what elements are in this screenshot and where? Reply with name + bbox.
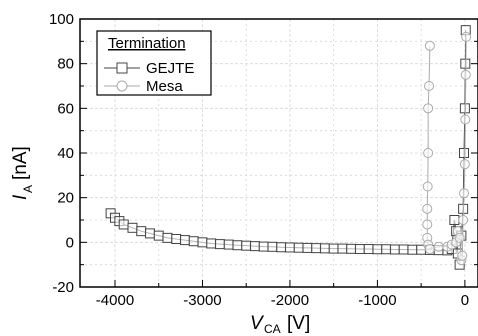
data-point bbox=[206, 238, 217, 249]
data-point bbox=[460, 114, 471, 125]
data-point bbox=[249, 241, 260, 252]
data-point bbox=[389, 244, 400, 255]
x-axis-title-unit: [V] bbox=[287, 313, 310, 334]
y-tick-label: 20 bbox=[57, 190, 74, 207]
legend-label-mesa: Mesa bbox=[146, 78, 183, 95]
axis-ticks: -4000 -3000 -2000 -1000 0 -20 0 20 40 60 80 100 bbox=[49, 11, 478, 309]
data-point bbox=[423, 148, 434, 158]
data-point bbox=[337, 243, 348, 254]
data-point bbox=[372, 244, 383, 255]
data-point bbox=[293, 242, 304, 253]
data-point bbox=[319, 243, 330, 254]
data-point bbox=[284, 242, 295, 253]
data-point bbox=[354, 244, 365, 255]
series-layer bbox=[105, 25, 472, 270]
series-mesa bbox=[422, 31, 472, 266]
data-point bbox=[136, 226, 147, 237]
x-tick-label: -2000 bbox=[271, 292, 309, 309]
y-axis-title-sub: A bbox=[21, 185, 35, 193]
data-point bbox=[449, 215, 460, 225]
data-point bbox=[460, 69, 471, 80]
data-point bbox=[118, 219, 129, 230]
y-tick-label: 60 bbox=[57, 100, 74, 117]
data-point bbox=[302, 242, 313, 253]
data-point bbox=[433, 241, 444, 252]
x-tick-label: 0 bbox=[461, 292, 469, 309]
data-point bbox=[214, 239, 225, 250]
y-axis-title-var: I bbox=[10, 194, 31, 200]
data-point bbox=[311, 243, 322, 254]
data-point bbox=[423, 103, 434, 114]
data-point bbox=[197, 237, 208, 248]
legend-title: Termination bbox=[108, 35, 186, 52]
data-point bbox=[424, 244, 435, 255]
data-point bbox=[162, 232, 173, 243]
data-point bbox=[461, 31, 472, 42]
data-point bbox=[381, 244, 392, 255]
data-point bbox=[241, 240, 252, 251]
data-point bbox=[328, 243, 339, 254]
data-point bbox=[459, 148, 470, 158]
data-point bbox=[144, 228, 155, 239]
y-tick-label: 40 bbox=[57, 145, 74, 162]
x-axis-title-var: V bbox=[250, 313, 265, 334]
data-point bbox=[276, 242, 287, 253]
data-point bbox=[424, 81, 435, 91]
x-axis-title-sub: CA bbox=[264, 322, 281, 336]
x-axis-title: V CA [V] bbox=[250, 313, 310, 336]
legend: Termination GEJTE Mesa bbox=[96, 30, 212, 96]
data-point bbox=[267, 241, 278, 252]
data-point bbox=[454, 232, 465, 243]
y-axis-title-unit: [nA] bbox=[10, 146, 31, 180]
data-point bbox=[459, 159, 470, 170]
y-tick-label: -20 bbox=[52, 279, 74, 296]
data-point bbox=[223, 239, 234, 250]
x-tick-label: -4000 bbox=[96, 292, 134, 309]
data-point bbox=[422, 181, 433, 192]
data-point bbox=[127, 222, 138, 233]
data-point bbox=[398, 244, 409, 255]
data-point bbox=[460, 58, 471, 69]
y-axis-title: I A [nA] bbox=[10, 146, 35, 200]
data-point bbox=[179, 235, 190, 246]
y-tick-label: 80 bbox=[57, 56, 74, 73]
data-point bbox=[171, 233, 182, 244]
data-point bbox=[232, 240, 243, 251]
data-point bbox=[188, 236, 199, 247]
y-tick-label: 0 bbox=[66, 234, 74, 251]
y-tick-label: 100 bbox=[49, 11, 74, 28]
data-point bbox=[407, 244, 418, 255]
data-point bbox=[346, 243, 357, 254]
legend-marker-mesa bbox=[116, 80, 128, 92]
data-point bbox=[153, 230, 164, 241]
legend-box bbox=[96, 30, 212, 96]
data-point bbox=[457, 250, 468, 261]
data-point bbox=[458, 215, 469, 225]
data-point bbox=[459, 188, 470, 199]
x-tick-label: -3000 bbox=[183, 292, 221, 309]
data-point bbox=[424, 40, 435, 51]
legend-label-gejte: GEJTE bbox=[146, 60, 194, 77]
legend-marker-gejte bbox=[116, 62, 128, 74]
data-point bbox=[363, 244, 374, 255]
data-point bbox=[258, 241, 269, 252]
data-point bbox=[422, 219, 433, 230]
data-point bbox=[422, 203, 433, 214]
x-tick-label: -1000 bbox=[358, 292, 396, 309]
data-point bbox=[459, 103, 470, 114]
